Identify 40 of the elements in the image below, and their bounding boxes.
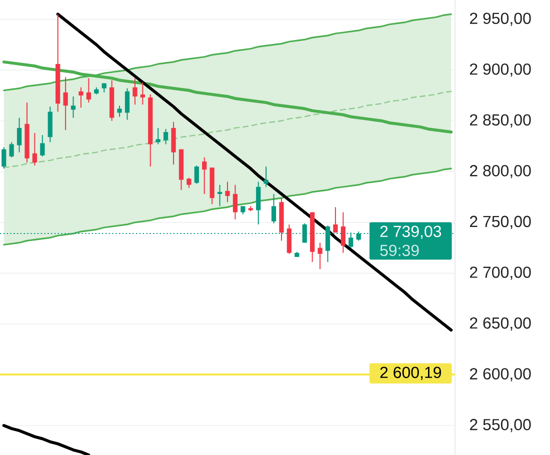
- candlestick: [40, 134, 45, 157]
- candlestick: [132, 78, 138, 106]
- y-tick-label: 2 600,00: [470, 368, 531, 382]
- y-tick-label: 2 900,00: [470, 63, 531, 77]
- annotation: 59:39: [380, 244, 419, 256]
- candlestick: [140, 82, 145, 106]
- candlestick: [32, 132, 38, 166]
- candlestick: [78, 86, 84, 108]
- candlestick: [2, 146, 6, 170]
- candlestick: [264, 166, 268, 188]
- candlestick: [256, 181, 261, 225]
- candlestick: [232, 184, 238, 220]
- y-tick-label: 2 800,00: [470, 165, 531, 178]
- y-tick-label: 2 850,00: [470, 114, 531, 128]
- candlestick: [318, 242, 322, 270]
- candlestick: [9, 142, 14, 158]
- y-tick-label: 2 700,00: [470, 266, 531, 280]
- candlestick: [302, 222, 307, 244]
- ref-line-label: 2 739,03: [380, 226, 442, 239]
- candlestick: [156, 127, 160, 145]
- y-tick-label: 2 750,00: [470, 216, 531, 230]
- candlestick: [340, 212, 346, 254]
- ref-line-label: 2 600,19: [380, 366, 442, 380]
- candlestick: [86, 78, 92, 104]
- candlestick: [194, 165, 199, 184]
- candlestick: [70, 96, 76, 118]
- y-tick-label: 2 650,00: [470, 317, 531, 331]
- y-tick-label: 2 950,00: [470, 12, 531, 26]
- candlestick: [217, 184, 222, 207]
- y-tick-label: 2 550,00: [470, 418, 531, 432]
- candlestick: [117, 105, 122, 118]
- candlestick: [333, 206, 338, 234]
- candlestick: [124, 88, 130, 120]
- candlestick: [271, 193, 276, 224]
- candlestick: [63, 76, 68, 130]
- candlestick: [202, 156, 207, 194]
- candlestick: [16, 117, 22, 153]
- candlestick: [186, 177, 192, 188]
- candlestick: [163, 128, 168, 145]
- candlestick: [225, 181, 230, 203]
